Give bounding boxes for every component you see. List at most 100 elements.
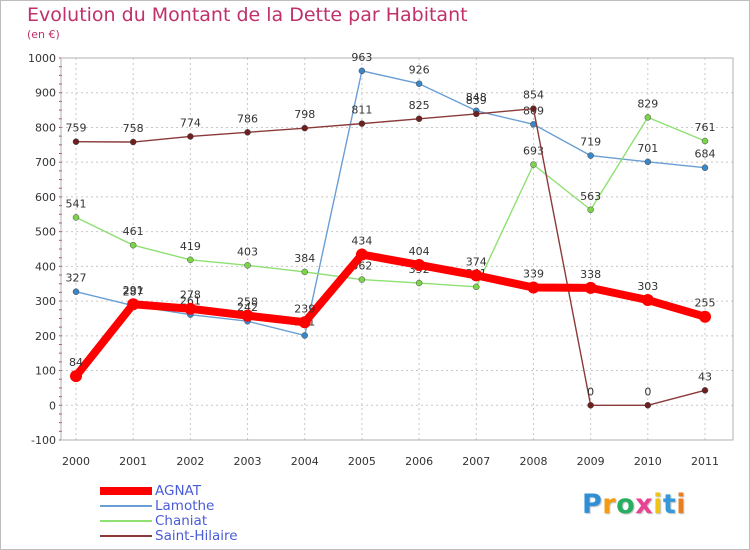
legend-label: Saint-Hilaire xyxy=(155,528,238,544)
y-tick-label: 300 xyxy=(35,295,56,308)
y-tick-label: 500 xyxy=(35,226,56,239)
data-point-saint-hilaire xyxy=(587,402,594,409)
x-tick-label: 2011 xyxy=(691,455,719,468)
data-point-agnat xyxy=(184,302,197,315)
data-label-chaniat: 403 xyxy=(237,245,258,258)
data-label-agnat: 434 xyxy=(351,235,372,248)
data-label-agnat: 255 xyxy=(695,297,716,310)
data-label-lamothe: 287 xyxy=(123,286,144,299)
data-point-chaniat xyxy=(187,256,194,264)
data-label-chaniat: 693 xyxy=(523,145,544,158)
data-label-saint-hilaire: 811 xyxy=(351,104,372,117)
data-point-saint-hilaire xyxy=(187,133,194,140)
data-point-lamothe xyxy=(72,288,80,295)
data-label-saint-hilaire: 839 xyxy=(466,94,487,107)
data-point-saint-hilaire xyxy=(129,138,137,146)
y-tick-label: 200 xyxy=(35,330,56,343)
logo-letter: r xyxy=(602,489,617,520)
data-label-agnat: 303 xyxy=(637,280,658,293)
data-label-lamothe: 684 xyxy=(695,148,716,161)
y-tick-label: 600 xyxy=(35,191,56,204)
data-label-lamothe: 963 xyxy=(351,51,372,64)
data-point-saint-hilaire xyxy=(415,115,423,123)
data-label-chaniat: 384 xyxy=(294,252,315,265)
series-line-chaniat xyxy=(75,116,706,288)
logo-letter: x xyxy=(635,489,654,520)
data-label-saint-hilaire: 774 xyxy=(180,116,201,129)
data-point-agnat xyxy=(413,258,426,271)
data-point-agnat xyxy=(241,309,254,322)
series-line-saint-hilaire xyxy=(75,108,706,406)
legend-label: AGNAT xyxy=(155,483,201,499)
chart-title: Evolution du Montant de la Dette par Hab… xyxy=(27,4,468,26)
data-point-saint-hilaire xyxy=(72,138,80,145)
logo-letter: t xyxy=(662,489,677,520)
data-point-agnat xyxy=(584,281,597,294)
data-label-saint-hilaire: 798 xyxy=(294,108,315,121)
data-point-lamothe xyxy=(358,67,366,75)
data-label-agnat: 258 xyxy=(237,296,258,309)
logo-letter: o xyxy=(616,489,636,520)
data-point-saint-hilaire xyxy=(701,387,709,394)
data-point-lamothe xyxy=(415,80,423,87)
data-point-chaniat xyxy=(358,276,366,283)
legend-label: Chaniat xyxy=(155,513,208,529)
data-point-agnat xyxy=(527,281,540,294)
data-label-chaniat: 761 xyxy=(695,121,716,134)
x-tick-label: 2008 xyxy=(519,455,547,468)
x-tick-label: 2003 xyxy=(234,455,262,468)
x-tick-label: 2005 xyxy=(348,455,376,468)
legend-swatch xyxy=(100,487,152,495)
y-tick-label: 700 xyxy=(35,156,56,169)
data-label-saint-hilaire: 786 xyxy=(237,112,258,125)
data-label-lamothe: 926 xyxy=(409,64,430,77)
data-label-agnat: 338 xyxy=(580,268,601,281)
y-tick-label: 100 xyxy=(35,365,56,378)
y-tick-label: 400 xyxy=(35,260,56,273)
data-point-chaniat xyxy=(72,214,80,221)
data-label-chaniat: 419 xyxy=(180,240,201,253)
data-point-chaniat xyxy=(301,268,308,276)
data-label-agnat: 84 xyxy=(69,356,83,369)
data-point-lamothe xyxy=(587,152,594,159)
data-point-lamothe xyxy=(644,158,652,166)
data-label-saint-hilaire: 759 xyxy=(66,122,87,135)
data-point-saint-hilaire xyxy=(358,120,366,127)
data-label-agnat: 404 xyxy=(409,245,430,258)
data-point-agnat xyxy=(641,294,654,307)
data-label-agnat: 339 xyxy=(523,268,544,281)
data-point-agnat xyxy=(70,370,82,383)
data-label-lamothe: 242 xyxy=(237,301,258,314)
data-point-chaniat xyxy=(129,241,137,249)
data-point-saint-hilaire xyxy=(644,402,652,409)
data-point-saint-hilaire xyxy=(301,124,308,132)
y-tick-label: 800 xyxy=(35,121,56,134)
y-tick-label: 1000 xyxy=(28,52,56,65)
data-label-lamothe: 327 xyxy=(66,272,87,285)
data-label-chaniat: 541 xyxy=(66,197,87,210)
data-label-agnat: 239 xyxy=(294,302,315,315)
data-point-lamothe xyxy=(701,164,709,171)
data-label-saint-hilaire: 854 xyxy=(523,89,544,102)
data-point-chaniat xyxy=(415,279,423,287)
data-label-chaniat: 563 xyxy=(580,190,601,203)
data-point-chaniat xyxy=(530,161,537,168)
data-point-agnat xyxy=(298,316,311,329)
data-label-chaniat: 829 xyxy=(637,97,658,110)
x-tick-label: 2000 xyxy=(62,455,90,468)
data-label-agnat: 278 xyxy=(180,289,201,302)
data-label-agnat: 374 xyxy=(466,255,487,268)
data-point-agnat xyxy=(699,310,711,323)
data-point-saint-hilaire xyxy=(530,105,537,112)
legend-swatch xyxy=(100,535,152,537)
series-line-lamothe xyxy=(75,70,706,337)
x-tick-label: 2001 xyxy=(119,455,147,468)
logo-letter: P xyxy=(582,489,603,520)
series-line-agnat xyxy=(72,250,709,381)
legend-swatch xyxy=(100,520,152,522)
legend-swatch xyxy=(100,505,152,507)
data-point-saint-hilaire xyxy=(244,129,251,136)
data-point-chaniat xyxy=(587,206,594,214)
